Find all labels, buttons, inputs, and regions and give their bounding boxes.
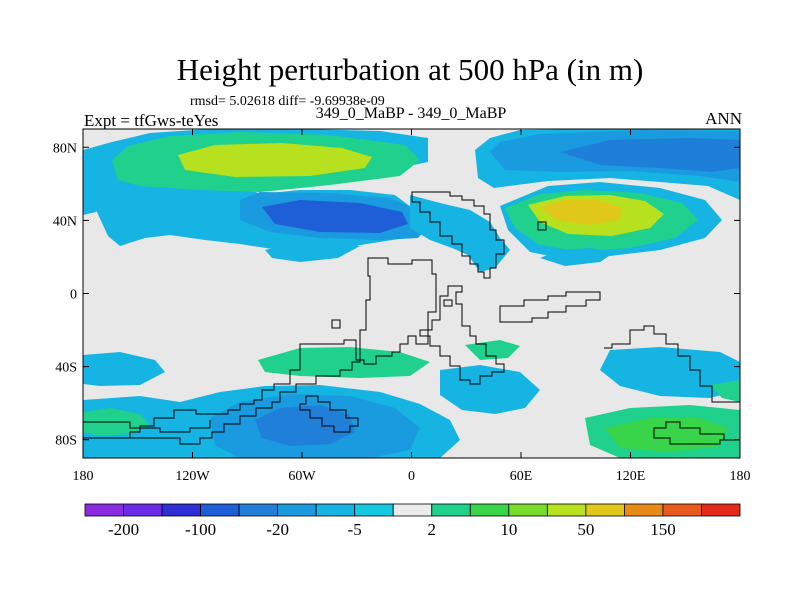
contour-fills — [83, 129, 740, 458]
colorbar-swatch-9 — [431, 503, 471, 517]
contour-fill-asia-ridge-core — [540, 200, 622, 225]
contour-fill-eurasia-low — [410, 195, 510, 272]
y-tick-label-0: 80N — [53, 141, 77, 156]
season-label: ANN — [705, 109, 742, 128]
colorbar-label-0: -200 — [108, 520, 139, 539]
x-tick-label-2: 60W — [288, 469, 316, 484]
colorbar-swatch-14 — [624, 503, 664, 517]
x-tick-label-1: 120W — [175, 469, 210, 484]
coastline-africa-americas — [129, 257, 437, 445]
coastline-antarctic-peninsula — [604, 325, 740, 445]
contour-fill-atlantic-ridge-core — [178, 143, 372, 177]
colorbar-swatch-10 — [469, 503, 510, 517]
colorbar-swatch-11 — [508, 503, 548, 517]
experiment-label: Expt = tfGws-teYes — [84, 111, 219, 130]
contour-fill-north-pacific-edge — [83, 160, 102, 215]
contour-fill-south-indian-green — [465, 340, 520, 360]
contour-fill-tropical-patch — [265, 240, 360, 262]
y-tick-label-4: 80S — [55, 434, 77, 449]
y-tick-label-1: 40N — [53, 214, 77, 229]
colorbar-swatch-15 — [662, 503, 702, 517]
coastline-small-island-1 — [331, 319, 341, 329]
colorbar-swatch-7 — [354, 503, 394, 517]
contour-fill-south-pacific-low — [83, 352, 165, 386]
contour-fill-asia-small-low — [540, 248, 615, 266]
y-tick-label-2: 0 — [70, 288, 77, 303]
x-tick-label-5: 120E — [616, 469, 646, 484]
contour-fill-pacific-trough-core — [560, 138, 740, 172]
x-tick-label-3: 0 — [408, 469, 415, 484]
contour-fill-south-east-green — [710, 380, 740, 402]
colorbar-label-7: 150 — [650, 520, 676, 539]
x-tick-label-0: 180 — [73, 469, 94, 484]
colorbar-label-4: 2 — [428, 520, 437, 539]
colorbar-swatch-16 — [701, 503, 741, 517]
colorbar-swatch-5 — [277, 503, 317, 517]
x-tick-label-4: 60E — [510, 469, 533, 484]
contour-fill-south-atlantic-low — [440, 365, 540, 414]
axis-ticks: 180 120W 60W 0 60E 120E 180 80N 40N 0 40S 80S — [53, 129, 751, 484]
coastline-south-america — [419, 285, 505, 385]
case-label: 349_0_MaBP - 349_0_MaBP — [315, 105, 507, 122]
colorbar-swatch-8 — [392, 503, 433, 517]
colorbar-label-3: -5 — [348, 520, 362, 539]
contour-fill-north-america-trough-core — [262, 200, 408, 233]
coastline-asia-eastern — [499, 291, 601, 323]
colorbar-label-2: -20 — [266, 520, 289, 539]
colorbar-swatch-12 — [546, 503, 587, 517]
contour-fill-southern-ocean-core — [255, 405, 355, 446]
colorbar-label-5: 10 — [500, 520, 517, 539]
colorbar-swatch-3 — [200, 503, 240, 517]
y-tick-label-3: 40S — [55, 361, 77, 376]
coastline-eurasia-north — [411, 191, 505, 279]
colorbar-label-6: 50 — [577, 520, 594, 539]
coastlines — [83, 191, 740, 445]
chart-title: Height perturbation at 500 hPa (in m) — [176, 52, 644, 87]
coastline-small-island-2 — [537, 221, 547, 231]
colorbar-swatch-2 — [161, 503, 201, 517]
x-tick-label-6: 180 — [730, 469, 751, 484]
contour-fill-south-green-band — [258, 347, 430, 378]
colorbar-swatch-1 — [123, 503, 163, 517]
stats-label: rmsd= 5.02618 diff= -9.69938e-09 — [190, 94, 385, 109]
contour-fill-south-indian-low — [600, 347, 740, 398]
colorbar-swatch-0 — [84, 503, 124, 517]
colorbar: -200 -100 -20 -5 2 10 50 150 — [84, 503, 741, 539]
colorbar-label-1: -100 — [185, 520, 216, 539]
colorbar-swatch-6 — [315, 503, 356, 517]
colorbar-swatch-4 — [238, 503, 279, 517]
coastline-southern-strip — [83, 420, 211, 433]
coastline-small-island-3 — [443, 299, 453, 307]
coastline-southern-lower — [299, 395, 359, 433]
colorbar-swatch-13 — [585, 503, 625, 517]
